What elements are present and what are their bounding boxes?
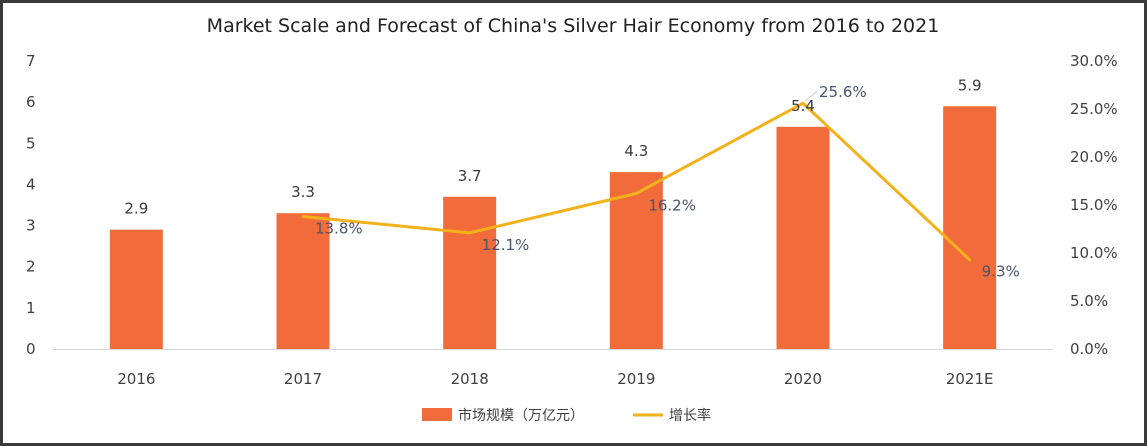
right-axis-tick-25.0%: 25.0% — [1070, 100, 1118, 118]
x-axis-tick-2019: 2019 — [617, 370, 655, 388]
legend: 市场规模（万亿元） 增长率 — [422, 407, 711, 424]
bar-value-label-2017: 3.3 — [291, 183, 315, 201]
x-axis-tick-2020: 2020 — [784, 370, 822, 388]
left-axis-tick-4: 4 — [26, 175, 36, 193]
right-axis-tick-5.0%: 5.0% — [1070, 292, 1108, 310]
axes-group: 0 1 2 3 4 5 6 7 0.0% 5.0% 10.0% 15.0% 20.0% 25.0% 30.0… — [26, 52, 1118, 388]
left-axis-tick-2: 2 — [26, 258, 36, 276]
right-axis-tick-30.0%: 30.0% — [1070, 52, 1118, 70]
bar-value-label-2019: 4.3 — [624, 142, 648, 160]
data-labels-group: 2.9 3.3 3.7 4.3 5.4 5.9 13.8% 12.1% 16.2% 25.6% 9.… — [124, 76, 1019, 280]
legend-label-market-scale: 市场规模（万亿元） — [458, 407, 584, 424]
growth-rate-line — [301, 101, 972, 262]
x-axis-tick-2021E: 2021E — [946, 370, 994, 388]
right-axis-tick-10.0%: 10.0% — [1070, 244, 1118, 262]
growth-label-leader-2020 — [804, 90, 818, 102]
growth-line-group — [301, 101, 972, 262]
growth-value-label-2019: 16.2% — [648, 196, 696, 214]
growth-value-label-2018: 12.1% — [482, 236, 530, 254]
right-axis-tick-15.0%: 15.0% — [1070, 196, 1118, 214]
bars-group — [109, 106, 997, 349]
growth-value-label-2021E: 9.3% — [982, 263, 1020, 281]
growth-value-label-2017: 13.8% — [315, 220, 363, 238]
bar-value-label-2021E: 5.9 — [958, 76, 982, 94]
left-axis-tick-6: 6 — [26, 93, 36, 111]
bar-value-label-2020: 5.4 — [791, 97, 815, 115]
bar-value-label-2018: 3.7 — [458, 167, 482, 185]
bar-2020 — [776, 126, 830, 349]
growth-value-label-2020: 25.6% — [819, 83, 867, 101]
right-axis-tick-20.0%: 20.0% — [1070, 148, 1118, 166]
left-axis-tick-1: 1 — [26, 299, 36, 317]
left-axis-tick-5: 5 — [26, 134, 36, 152]
chart-canvas: Market Scale and Forecast of China's Sil… — [26, 15, 1118, 424]
left-axis-tick-0: 0 — [26, 340, 36, 358]
bar-2016 — [109, 229, 163, 349]
x-axis-tick-2018: 2018 — [451, 370, 489, 388]
x-axis-tick-2016: 2016 — [117, 370, 155, 388]
bar-value-label-2016: 2.9 — [124, 200, 148, 218]
bar-2017 — [276, 213, 330, 349]
bar-2021E — [943, 106, 997, 349]
bar-2019 — [609, 172, 663, 349]
chart-title: Market Scale and Forecast of China's Sil… — [207, 15, 940, 37]
bar-2018 — [443, 196, 497, 349]
right-axis-tick-0.0%: 0.0% — [1070, 340, 1108, 358]
left-axis-tick-7: 7 — [26, 52, 36, 70]
legend-swatch-market-scale — [422, 408, 452, 421]
left-axis-tick-3: 3 — [26, 217, 36, 235]
legend-label-growth-rate: 增长率 — [669, 407, 711, 424]
x-axis-tick-2017: 2017 — [284, 370, 322, 388]
